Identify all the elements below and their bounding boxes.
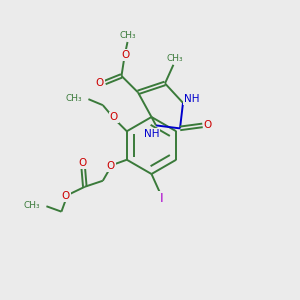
- Text: O: O: [121, 50, 129, 60]
- Text: CH₃: CH₃: [119, 31, 136, 40]
- Text: CH₃: CH₃: [166, 54, 183, 63]
- Text: O: O: [106, 161, 115, 171]
- Text: I: I: [159, 191, 163, 205]
- Text: NH: NH: [144, 129, 159, 139]
- Text: CH₃: CH₃: [24, 201, 40, 210]
- Text: O: O: [95, 78, 104, 88]
- Text: O: O: [204, 120, 212, 130]
- Text: O: O: [110, 112, 118, 122]
- Text: O: O: [62, 191, 70, 201]
- Text: O: O: [79, 158, 87, 168]
- Text: CH₃: CH₃: [65, 94, 82, 103]
- Text: NH: NH: [184, 94, 200, 104]
